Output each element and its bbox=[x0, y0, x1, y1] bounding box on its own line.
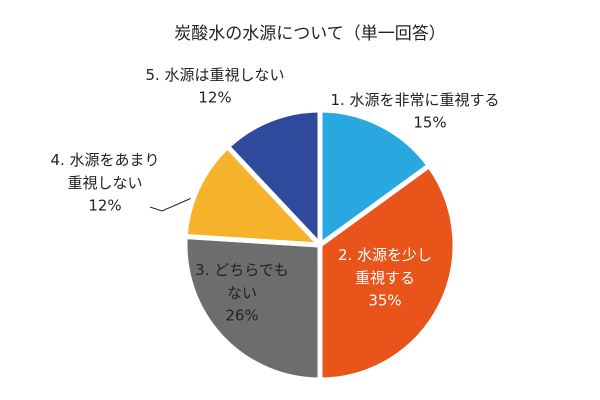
value-label: 12% bbox=[198, 89, 231, 107]
pie-slice bbox=[225, 107, 323, 248]
pie-slice bbox=[317, 107, 432, 248]
slice-label: 2. 水源を少し重視する bbox=[338, 246, 432, 287]
value-label: 15% bbox=[413, 114, 446, 132]
pie-slice bbox=[182, 144, 323, 248]
slice-label: 5. 水源は重視しない bbox=[145, 66, 284, 84]
slice-label: 3. どちらでもない bbox=[195, 261, 289, 302]
pie-slice bbox=[182, 234, 323, 383]
slice-label: 1. 水源を非常に重視する bbox=[330, 91, 499, 109]
value-label: 12% bbox=[88, 197, 121, 215]
value-label: 35% bbox=[368, 292, 401, 310]
value-label: 26% bbox=[225, 307, 258, 325]
leader-line bbox=[149, 196, 195, 212]
slice-label: 4. 水源をあまり重視しない bbox=[50, 151, 159, 192]
chart-title: 炭酸水の水源について（単一回答） bbox=[174, 24, 446, 44]
pie-slice bbox=[317, 163, 458, 383]
